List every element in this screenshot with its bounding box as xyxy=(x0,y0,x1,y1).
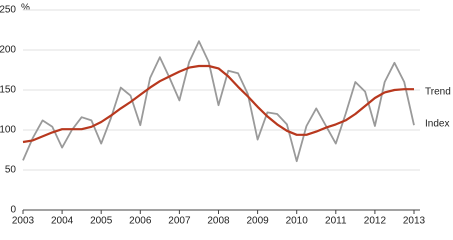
y-tick-label: 0 xyxy=(10,205,16,216)
x-tick-label: 2013 xyxy=(403,216,426,227)
series-line xyxy=(22,64,414,144)
y-tick-label: 150 xyxy=(0,85,16,96)
x-tick-label: 2008 xyxy=(207,216,230,227)
x-tick-label: 2004 xyxy=(51,216,74,227)
y-tick-label: 100 xyxy=(0,125,16,136)
page: % 0 50 100 150 200 250 2003 2004 2005 2006 2007 200… xyxy=(0,2,451,227)
x-tick-label: 2005 xyxy=(90,216,113,227)
x-tick-label: 2007 xyxy=(168,216,191,227)
x-tick-label: 2006 xyxy=(129,216,152,227)
legend-label: Index xyxy=(425,119,449,130)
x-tick-label: 2010 xyxy=(286,216,309,227)
y-tick-label: 200 xyxy=(0,45,16,56)
y-tick-label: 250 xyxy=(0,5,16,16)
x-tick-label: 2009 xyxy=(246,216,269,227)
y-tick-label: 50 xyxy=(5,165,17,176)
series-line xyxy=(22,40,415,163)
chart: % 0 50 100 150 200 250 2003 2004 2005 2006 2007 200… xyxy=(0,3,451,227)
legend-label: Trend xyxy=(425,87,451,98)
x-tick-label: 2011 xyxy=(325,216,347,227)
x-tick-label: 2003 xyxy=(12,216,35,227)
y-unit: % xyxy=(21,3,30,14)
x-tick-label: 2012 xyxy=(364,216,387,227)
